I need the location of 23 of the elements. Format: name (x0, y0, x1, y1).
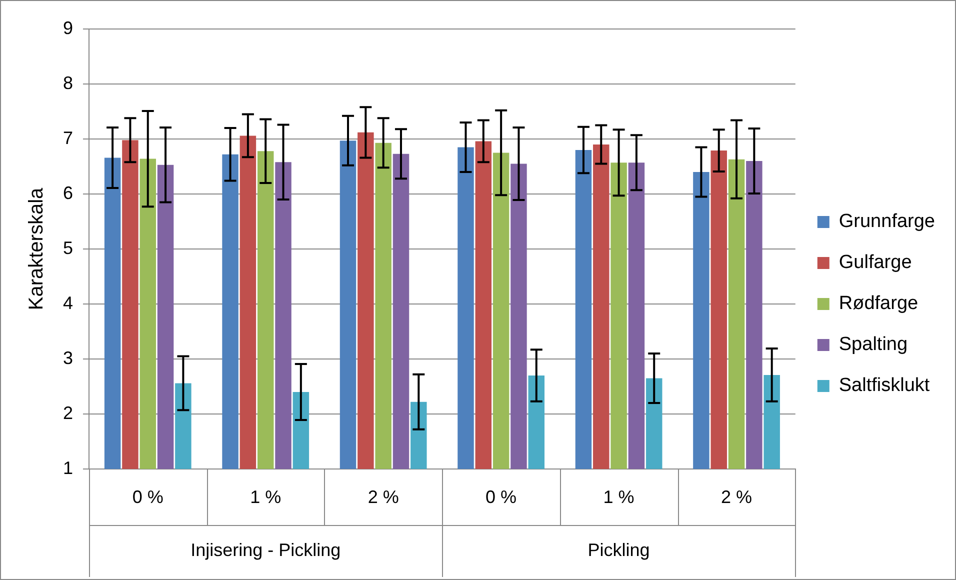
legend-label: Grunnfarge (838, 211, 936, 232)
y-tick-label: 9 (62, 18, 74, 38)
x-tick-label: 1 % (603, 486, 634, 507)
y-tick-label: 1 (62, 458, 74, 478)
legend-label: Spalting (838, 334, 908, 356)
y-tick-label: 4 (62, 292, 74, 313)
x-tick-label: 0 % (486, 486, 517, 507)
legend-label: Saltfisklukt (838, 375, 930, 396)
x-tick-label: 0 % (132, 486, 164, 507)
legend-label: Rødfarge (838, 293, 918, 314)
y-tick-label: 8 (62, 72, 74, 93)
y-tick-label: 2 (62, 402, 74, 423)
x-tick-label: 2 % (368, 486, 399, 507)
legend-label: Gulfarge (838, 252, 912, 274)
y-tick-label: 3 (62, 348, 74, 368)
y-axis-title: Karakterskala (26, 186, 48, 310)
y-tick-label: 5 (62, 238, 74, 258)
y-tick-label: 7 (62, 128, 74, 148)
x-tick-label: 1 % (250, 486, 282, 507)
text: Injisering - Pickling (190, 540, 341, 560)
y-tick-label: 6 (62, 182, 74, 203)
text: Pickling (588, 540, 650, 560)
x-tick-label: 2 % (721, 486, 752, 507)
